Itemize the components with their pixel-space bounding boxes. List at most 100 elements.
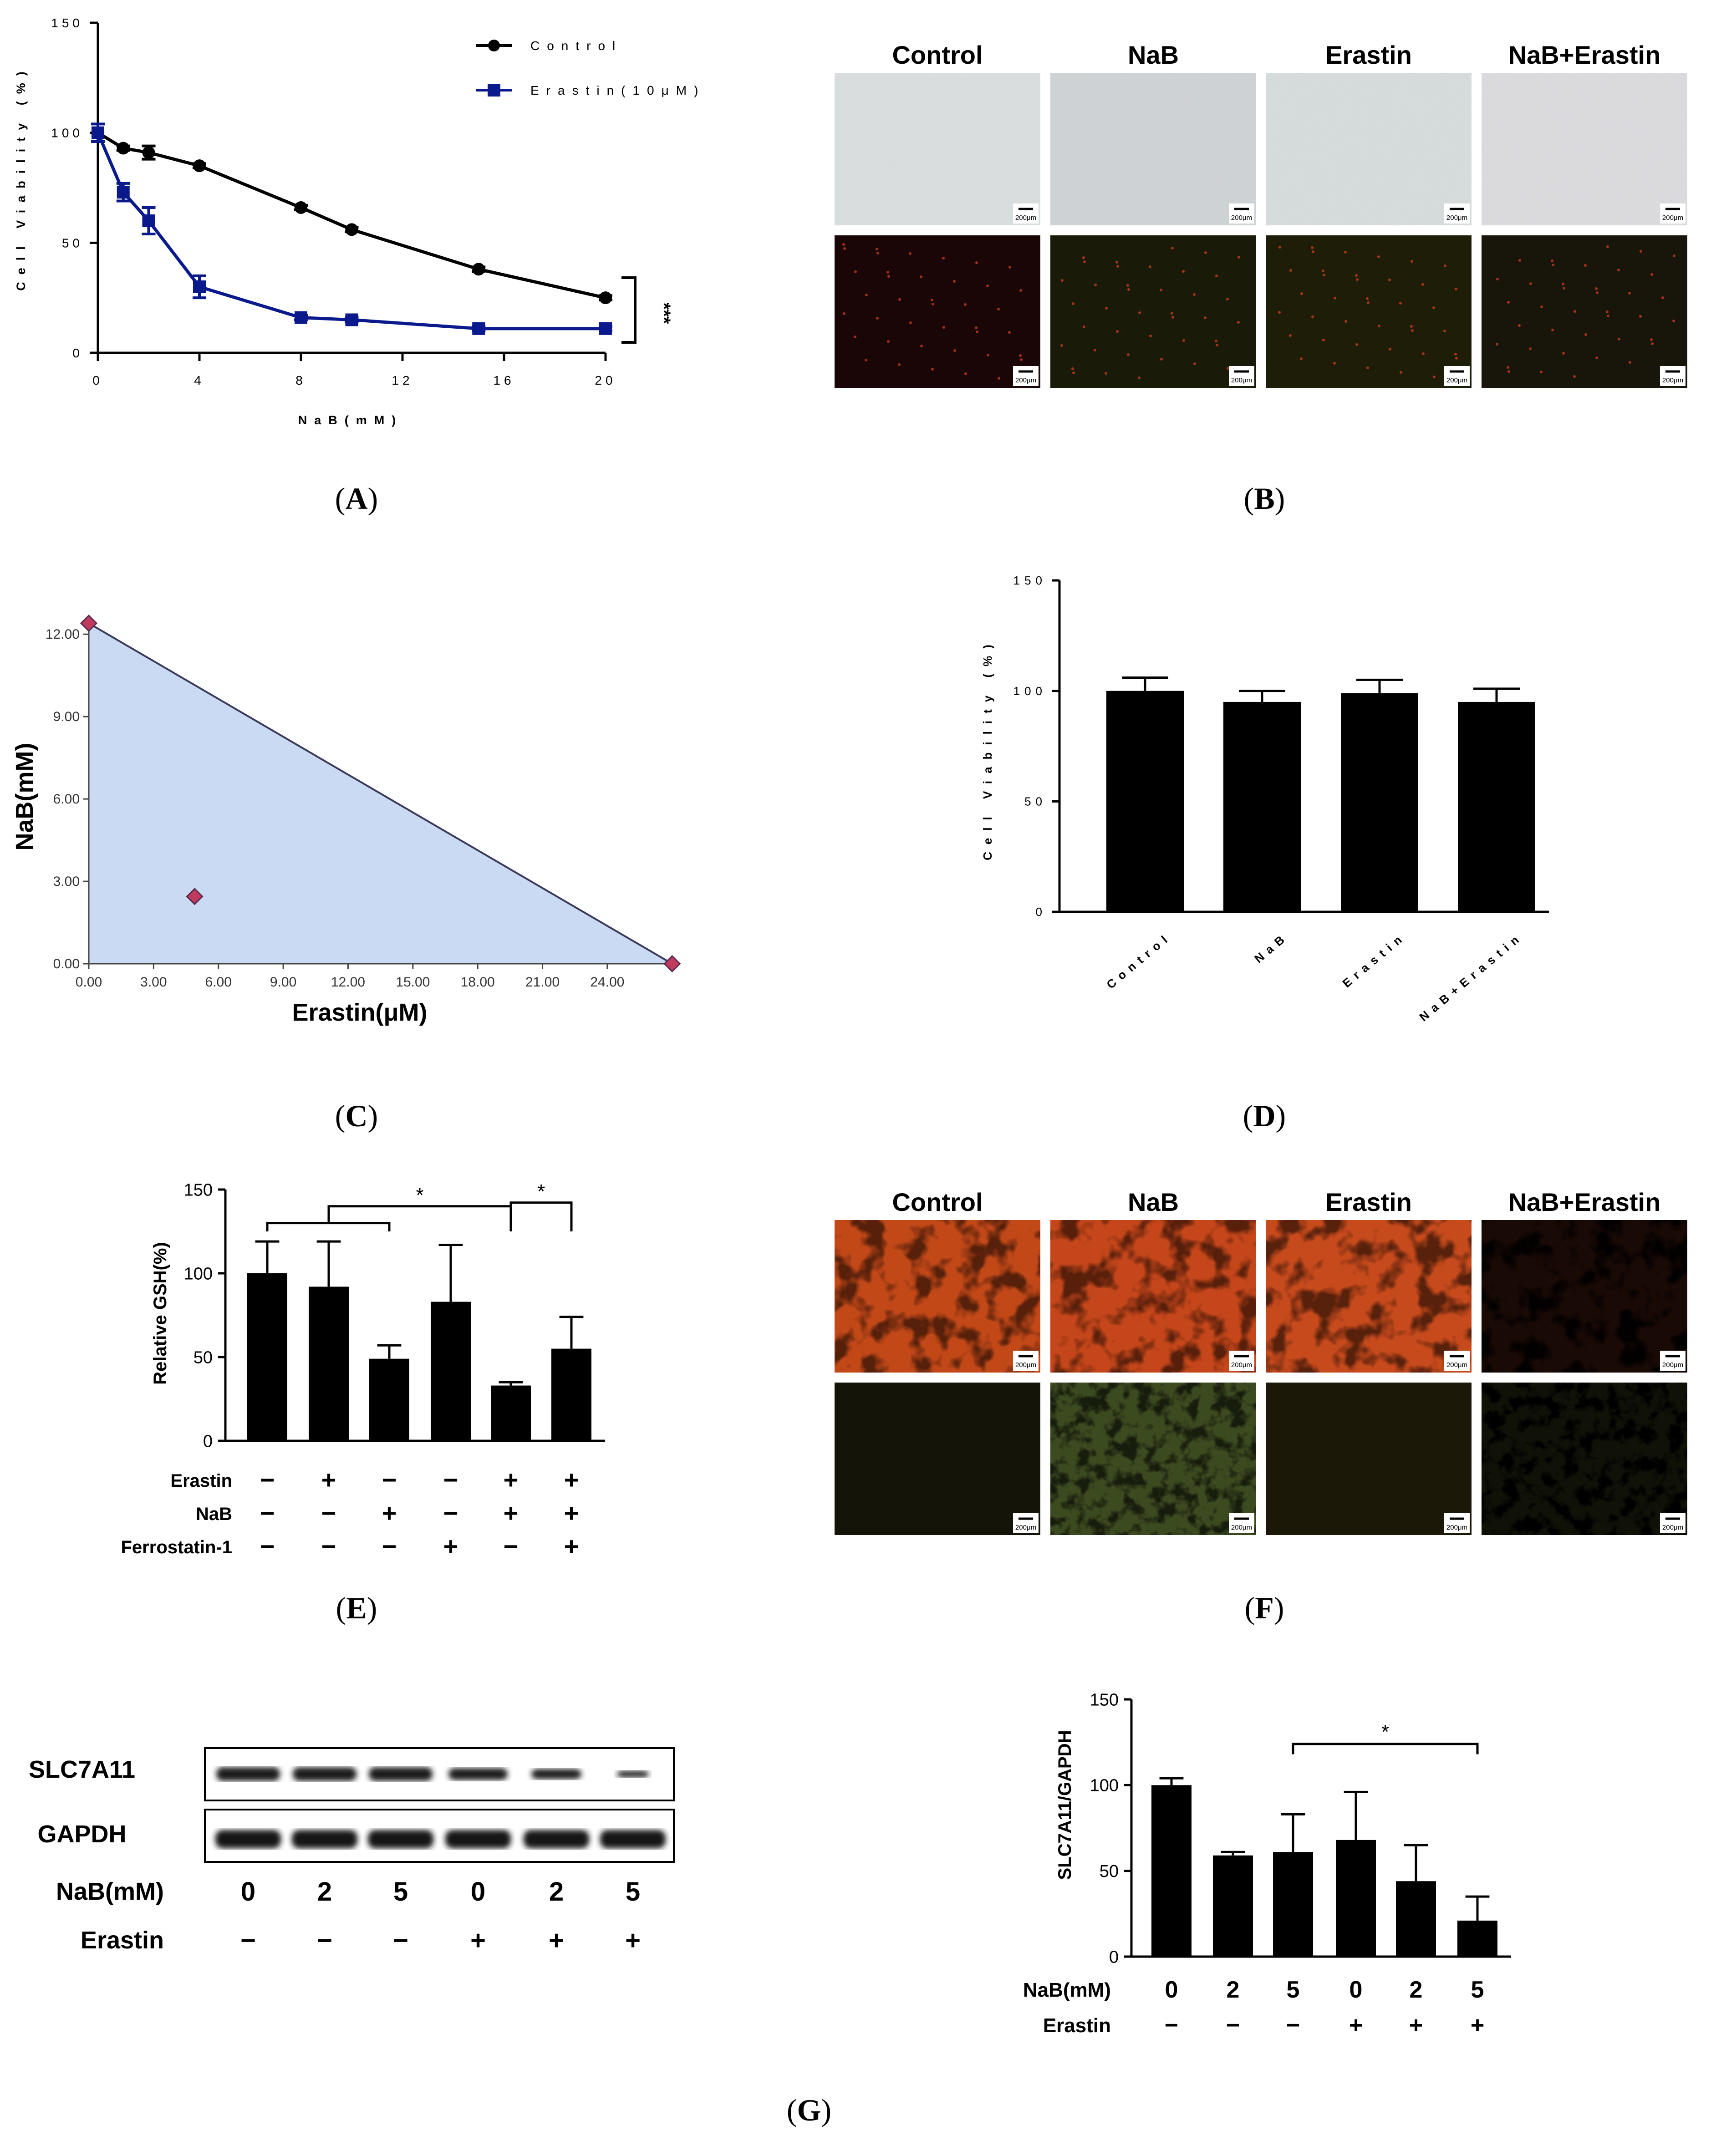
fluorescent-spot — [1640, 250, 1642, 253]
scale-bar-box — [1229, 1513, 1254, 1533]
legend-label-erastin: Erastin(10μM) — [530, 83, 705, 97]
blot-row-value: + — [549, 1926, 564, 1955]
panel-g-western-blot: SLC7A11 GAPDH NaB(mM) 0 2 5 0 2 5 Erastin − − − + + + — [29, 1747, 675, 1955]
panel-d-bar-chart: 0 50 100 150 Control NaB Erastin NaB+Erastin Ce… — [981, 574, 1549, 1024]
fluorescent-spot — [1312, 250, 1314, 253]
fluorescent-spot — [986, 285, 989, 287]
data-point — [295, 201, 307, 214]
fluorescent-spot — [1182, 270, 1185, 273]
fluorescent-spot — [1226, 298, 1229, 300]
bar — [1396, 1881, 1436, 1957]
bar — [1151, 1785, 1192, 1957]
micrograph-image — [835, 235, 1040, 388]
fluorescent-spot — [876, 317, 879, 320]
panel-c-plot-area: 0.00 3.00 6.00 9.00 12.00 15.00 18.00 21.00 24.0… — [46, 614, 681, 990]
fluorescent-spot — [976, 331, 978, 333]
x-tick-label: 9.00 — [270, 975, 296, 990]
bar — [1457, 1920, 1497, 1957]
scale-bar-box — [1229, 366, 1254, 386]
fluorescent-spot — [1389, 348, 1391, 351]
blot-row-value: − — [240, 1926, 256, 1955]
panel-c-isobologram: 0.00 3.00 6.00 9.00 12.00 15.00 18.00 21.00 24.0… — [11, 614, 681, 1026]
fluorescent-spot — [898, 363, 901, 366]
fluorescent-spot — [942, 326, 945, 329]
y-tick-label: 50 — [62, 236, 83, 250]
treatment-sign: + — [1409, 2012, 1423, 2039]
treatment-label: Erastin — [1043, 2014, 1111, 2037]
fluorescent-spot — [1300, 357, 1303, 360]
treatment-sign: − — [1286, 2012, 1300, 2039]
fluorescent-spot — [1455, 288, 1457, 290]
micrograph-image — [1266, 235, 1472, 388]
fluorescent-spot — [953, 280, 956, 283]
bar — [1106, 691, 1184, 912]
fluorescent-spot — [1237, 321, 1240, 324]
fluorescent-spot — [1322, 270, 1324, 272]
y-tick-label: 150 — [184, 1180, 213, 1200]
fluorescent-spot — [876, 248, 878, 250]
fluorescent-spot — [1171, 316, 1174, 319]
data-point — [117, 142, 130, 155]
fluorescent-spot — [1421, 283, 1424, 286]
x-tick-label: 16 — [493, 373, 514, 387]
scale-bar-label: 200μm — [1015, 376, 1036, 384]
fluorescent-spot — [1650, 273, 1653, 276]
fluorescent-spot — [1216, 344, 1218, 346]
fluorescent-spot — [1651, 342, 1654, 345]
micrograph-header: Control — [892, 41, 983, 69]
fluorescent-spot — [1552, 264, 1554, 266]
blot-band — [368, 1830, 433, 1848]
treatment-sign: + — [564, 1532, 579, 1561]
fluorescent-spot — [1334, 297, 1336, 300]
blot-row-value: 2 — [317, 1877, 332, 1907]
fluorescent-spot — [1422, 352, 1425, 355]
micrograph-image — [1050, 235, 1256, 388]
blot-band — [292, 1830, 357, 1848]
treatment-sign: − — [382, 1465, 397, 1494]
scale-bar-box — [1229, 203, 1254, 224]
micrograph-texture — [1266, 73, 1472, 225]
fluorescent-spot — [1149, 265, 1151, 268]
fluorescent-spot — [1149, 335, 1152, 337]
panel-b-micrographs: Control NaB Erastin NaB+Erastin 200μm 200μm 20… — [835, 41, 1687, 388]
data-point — [92, 126, 104, 139]
x-tick-label: 0.00 — [76, 975, 102, 990]
panel-label-e: (E) — [336, 1591, 377, 1625]
x-tick-label: 21.00 — [525, 975, 560, 990]
fluorescent-spot — [1618, 338, 1620, 341]
scale-bar-label: 200μm — [1662, 1524, 1683, 1531]
bar — [1336, 1840, 1376, 1957]
fluorescent-spot — [865, 294, 868, 296]
fluorescent-spot — [1399, 302, 1402, 305]
treatment-label: NaB(mM) — [1023, 1979, 1111, 2001]
micrograph-texture — [1482, 73, 1687, 225]
panel-c-xlabel: Erastin(μM) — [292, 999, 427, 1026]
fluorescent-spot — [1595, 356, 1598, 359]
y-tick-label: 150 — [1090, 1690, 1119, 1709]
fluorescent-spot — [1518, 324, 1521, 327]
fluorescent-spot — [1518, 259, 1521, 262]
blot-row-value: + — [625, 1926, 641, 1955]
scale-bar-box — [1660, 1351, 1686, 1371]
scale-bar-box — [1660, 1513, 1686, 1533]
fluorescent-spot — [1105, 372, 1107, 375]
micrograph-image — [835, 1383, 1040, 1535]
fluorescent-spot — [1366, 297, 1369, 300]
blot-band — [531, 1769, 581, 1779]
fluorescent-spot — [1061, 279, 1064, 282]
bar — [1458, 702, 1535, 912]
fluorescent-spot — [1083, 325, 1085, 328]
scale-bar-box — [1660, 203, 1686, 224]
blot-row-value: 5 — [393, 1877, 408, 1907]
panel-c-ylabel: NaB(mM) — [11, 743, 38, 851]
significance-mark: * — [1381, 1721, 1389, 1743]
fluorescent-spot — [931, 299, 933, 301]
legend-marker-erastin — [488, 84, 500, 97]
treatment-sign: + — [1349, 2012, 1363, 2039]
scatter-point — [80, 614, 98, 632]
data-point — [193, 159, 206, 173]
fluorescent-spot — [931, 368, 934, 371]
micrograph-texture — [1050, 73, 1256, 225]
fluorescent-spot — [909, 321, 912, 324]
